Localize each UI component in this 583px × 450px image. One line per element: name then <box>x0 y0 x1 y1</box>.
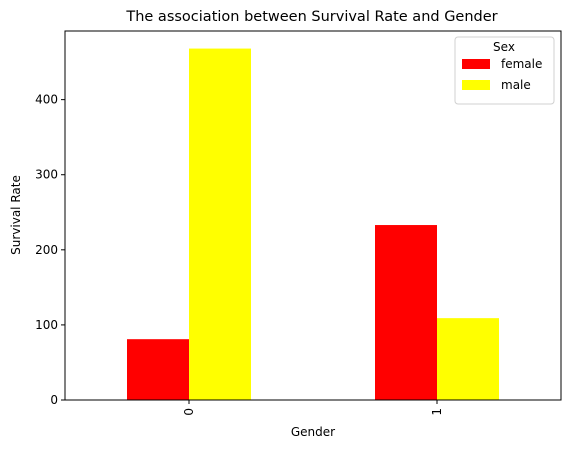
y-tick-label: 400 <box>35 93 58 107</box>
legend-title: Sex <box>493 40 515 54</box>
legend-items: female male <box>462 57 542 92</box>
bar-female-1 <box>375 225 437 400</box>
legend-label-female: female <box>501 57 542 71</box>
bar-female-0 <box>127 339 189 400</box>
legend-swatch-male <box>462 80 490 90</box>
legend-swatch-female <box>462 59 490 69</box>
plot-frame <box>64 30 562 401</box>
y-axis: 0 100 200 300 400 <box>35 93 65 407</box>
bar-male-1 <box>437 318 499 400</box>
y-tick-label: 200 <box>35 243 58 257</box>
bars-group <box>127 48 499 400</box>
chart-title: The association between Survival Rate an… <box>125 9 497 25</box>
y-tick-label: 100 <box>35 318 58 332</box>
y-tick-label: 0 <box>50 393 58 407</box>
y-tick-label: 300 <box>35 168 58 182</box>
legend-label-male: male <box>501 78 531 92</box>
x-tick-label: 0 <box>182 408 196 416</box>
x-axis-label: Gender <box>291 425 335 439</box>
x-tick-label: 1 <box>430 408 444 416</box>
legend: Sex female male <box>454 36 555 105</box>
bar-male-0 <box>189 48 251 400</box>
y-axis-label: Survival Rate <box>9 175 23 255</box>
